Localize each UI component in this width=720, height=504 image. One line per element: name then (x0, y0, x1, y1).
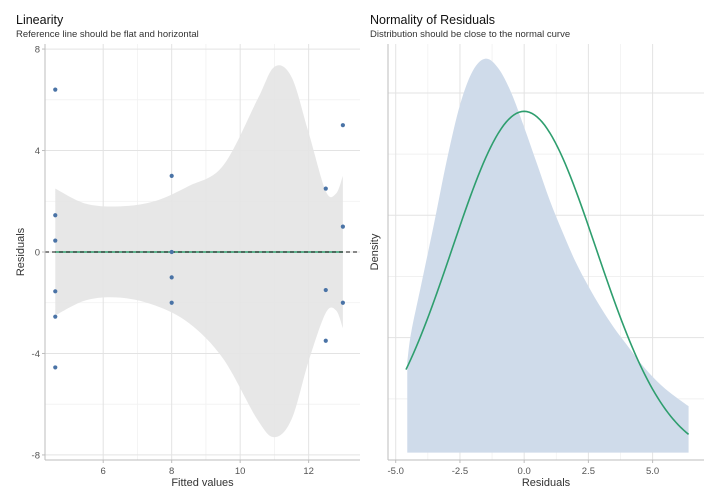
y-axis-title: Residuals (15, 227, 27, 276)
y-tick-label: 4 (35, 146, 40, 157)
normal-curve (405, 110, 690, 436)
x-tick-label: 10 (235, 466, 246, 477)
confidence-band (55, 65, 343, 438)
x-tick-label: 6 (101, 466, 106, 477)
data-point (340, 224, 345, 229)
x-axis-title: Fitted values (171, 477, 234, 489)
y-tick-label: 0 (35, 248, 40, 259)
x-tick-label: 8 (169, 466, 174, 477)
data-point (169, 275, 174, 280)
normality-chart: -5.0 -2.5 0.0 2.5 5.0 Residuals Density (369, 44, 704, 489)
y-axis-title: Density (369, 233, 381, 270)
y-tick-label: 8 (35, 45, 40, 56)
x-axis-title: Residuals (522, 477, 571, 489)
linearity-title: Linearity (16, 13, 64, 27)
data-point (323, 287, 328, 293)
residual-points (53, 87, 345, 370)
x-tick-label: 0.0 (518, 466, 531, 477)
density-area (407, 58, 689, 453)
data-point (340, 123, 345, 128)
x-tick-label: 12 (303, 466, 314, 477)
data-point (53, 365, 58, 370)
data-point (53, 213, 58, 218)
linearity-subtitle: Reference line should be flat and horizo… (16, 29, 199, 40)
x-tick-label: -5.0 (388, 466, 404, 477)
normality-title: Normality of Residuals (370, 13, 496, 27)
data-point (169, 173, 174, 179)
data-point (53, 289, 58, 294)
data-point (340, 300, 345, 305)
y-tick-label: -4 (32, 349, 40, 360)
data-point (169, 300, 174, 305)
data-point (53, 238, 58, 243)
data-point (53, 314, 58, 319)
data-point (323, 186, 328, 191)
data-point (323, 338, 328, 343)
x-tick-label: 2.5 (582, 466, 595, 477)
x-tick-label: 5.0 (646, 466, 659, 477)
y-tick-label: -8 (32, 450, 40, 461)
x-tick-label: -2.5 (452, 466, 468, 477)
normality-subtitle: Distribution should be close to the norm… (370, 29, 571, 40)
data-point (53, 87, 58, 92)
data-point (169, 249, 174, 255)
